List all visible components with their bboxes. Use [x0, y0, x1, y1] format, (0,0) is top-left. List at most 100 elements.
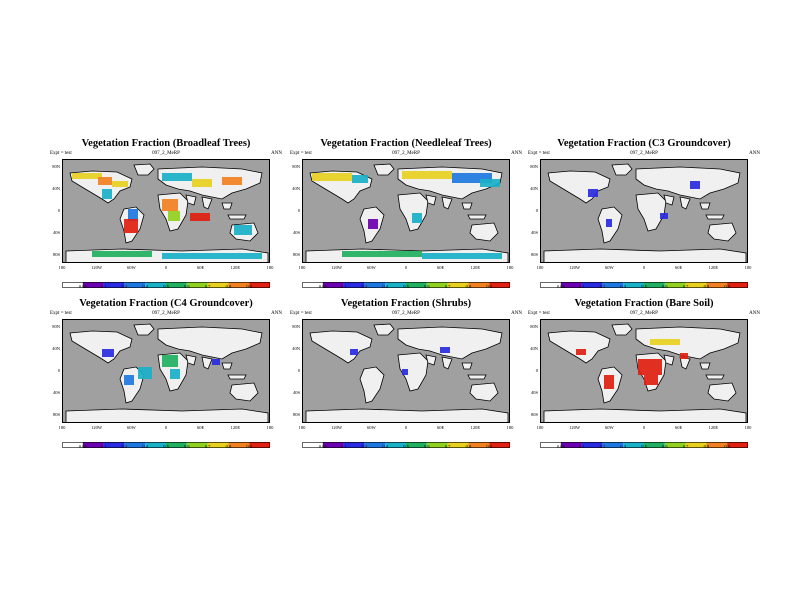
season-label: ANN — [511, 151, 522, 156]
lon-tick-label: 120E — [708, 265, 719, 270]
map-frame — [62, 319, 270, 423]
colorbar-tick-label: 0.5 — [163, 444, 169, 449]
colorbar-tick-label: 0.2 — [121, 444, 128, 449]
colorbar-segment — [426, 282, 448, 288]
colorbar-tick-label: 0.7 — [444, 444, 451, 449]
colorbar-tick-label: 0.5 — [403, 284, 409, 289]
vegetation-cell — [138, 367, 152, 379]
lon-tick-label: 180 — [744, 425, 752, 430]
vegetation-cell — [98, 177, 112, 185]
lon-tick-label: 120W — [91, 265, 103, 270]
lon-tick-label: 60E — [437, 265, 445, 270]
lat-tick-label: 40S — [52, 230, 60, 235]
colorbar-segment — [560, 442, 582, 448]
lat-tick-label: 40N — [530, 186, 538, 191]
colorbar-tick-label: 0.6 — [661, 284, 668, 289]
land-seAsia — [461, 202, 473, 210]
vegetation-cell — [588, 189, 598, 197]
land-india — [201, 356, 213, 370]
colorbar-segment — [343, 442, 365, 448]
panel-title: Vegetation Fraction (Shrubs) — [340, 298, 472, 309]
map-panel-needleleaf-trees: Vegetation Fraction (Needleleaf Trees) E… — [290, 138, 522, 308]
lon-tick-label: 0 — [164, 425, 168, 430]
colorbar-tick-label: 0.6 — [183, 444, 190, 449]
colorbar-segment — [602, 442, 624, 448]
vegetation-cell — [234, 225, 252, 235]
season-label: ANN — [749, 311, 760, 316]
vegetation-cell — [162, 199, 178, 211]
vegetation-cell — [124, 375, 134, 385]
colorbar — [540, 275, 748, 288]
panel-title: Vegetation Fraction (Needleleaf Trees) — [320, 138, 492, 149]
colorbar-segment — [447, 442, 469, 448]
map-frame — [302, 159, 510, 263]
map-canvas — [62, 319, 270, 423]
land-antarctica — [543, 408, 747, 423]
land-greenland — [373, 163, 395, 176]
land-eurasia — [157, 326, 263, 360]
colorbar-tick-label: 0.05 — [556, 444, 565, 449]
map-frame — [540, 319, 748, 423]
vegetation-cell — [606, 219, 612, 227]
colorbar-segment — [468, 442, 490, 448]
lat-tick-label: 40N — [52, 346, 60, 351]
land-greenland — [611, 163, 633, 176]
colorbar-segment — [489, 282, 510, 288]
colorbar-tick-label: 0.05 — [318, 284, 327, 289]
colorbar-segment — [385, 442, 406, 448]
colorbar-segment — [406, 442, 427, 448]
colorbar-canvas — [62, 282, 270, 288]
colorbar-tick-label: 0.8 — [703, 444, 710, 449]
colorbar-tick-label: 0.4 — [142, 444, 148, 449]
colorbar-segment — [685, 282, 707, 288]
vegetation-cell — [402, 369, 408, 375]
lon-tick-label: 120W — [569, 425, 581, 430]
land-southAmerica — [359, 366, 385, 404]
vegetation-cell — [690, 181, 700, 189]
colorbar-tick-label: 0.1 — [578, 444, 585, 449]
land-arabia — [425, 194, 437, 206]
colorbar-segment — [385, 282, 406, 288]
lon-tick-label: 60W — [126, 425, 136, 430]
experiment-label: Expt = test — [528, 311, 550, 316]
lon-tick-label: 120W — [91, 425, 103, 430]
colorbar-segment — [249, 282, 270, 288]
world-map: 80N 40N 0 40S 80S 180 120W 60W 0 60E 120E 180 — [52, 159, 273, 270]
land-indonesia — [227, 214, 247, 220]
land-eurasia — [397, 326, 503, 360]
land-australia — [469, 382, 499, 402]
map-frame — [302, 319, 510, 423]
land-antarctica — [65, 408, 269, 423]
colorbar-segment — [62, 442, 83, 448]
vegetation-cell — [222, 177, 242, 185]
vegetation-cell — [576, 349, 586, 355]
land-australia — [469, 222, 499, 242]
lat-tick-label: 80S — [530, 252, 538, 257]
lon-tick-label: 120E — [708, 425, 719, 430]
vegetation-cell — [192, 179, 212, 187]
colorbar-tick-label: 0.7 — [444, 284, 451, 289]
colorbar-tick-label: 0.9 — [724, 444, 730, 449]
colorbar-tick-label: 0.2 — [361, 284, 368, 289]
experiment-label: Expt = test — [528, 151, 550, 156]
lat-tick-label: 80N — [52, 164, 60, 169]
lat-tick-label: 40S — [530, 390, 538, 395]
colorbar-tick-label: 0.9 — [246, 284, 252, 289]
lat-tick-label: 80S — [292, 252, 300, 257]
vegetation-cell — [212, 359, 220, 365]
colorbar-segment — [228, 282, 250, 288]
colorbar-segment — [249, 442, 270, 448]
vegetation-cell — [162, 253, 262, 259]
colorbar-tick-label: 0.7 — [682, 444, 689, 449]
lon-tick-label: 60W — [366, 265, 376, 270]
colorbar-tick-label: 0.4 — [382, 284, 388, 289]
colorbar-segment — [644, 282, 665, 288]
land-india — [441, 196, 453, 210]
land-australia — [229, 382, 259, 402]
colorbar-segment — [664, 442, 686, 448]
vegetation-cell — [660, 213, 668, 219]
map-frame — [62, 159, 270, 263]
land-indonesia — [705, 374, 725, 380]
lon-tick-label: 60W — [366, 425, 376, 430]
colorbar-tick-label: 0.6 — [183, 284, 190, 289]
